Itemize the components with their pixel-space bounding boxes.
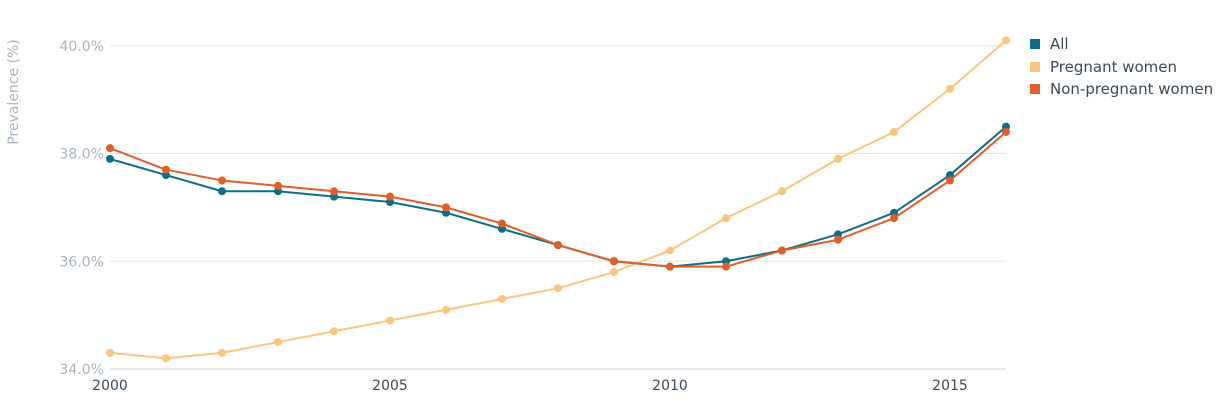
data-point [442, 305, 450, 314]
data-point [162, 354, 170, 363]
y-tick-label: 34.0% [60, 362, 104, 378]
series-non-pregnant-women [106, 127, 1010, 271]
data-point [218, 187, 226, 196]
data-point [386, 192, 394, 201]
legend-label-non-pregnant-women: Non-pregnant women [1050, 80, 1214, 99]
series-line [109, 39, 1007, 360]
x-tick-label: 2005 [372, 378, 408, 394]
data-point [330, 327, 338, 336]
data-point [498, 219, 506, 228]
y-tick-label: 38.0% [60, 147, 104, 163]
data-point [778, 246, 786, 255]
legend-item-all[interactable]: All [1030, 33, 1213, 56]
legend-swatch-all [1030, 39, 1040, 50]
y-axis-label: Prevalence (%) [6, 39, 22, 145]
data-point [722, 262, 730, 271]
data-point [778, 187, 786, 196]
data-point [274, 338, 282, 347]
data-point [722, 214, 730, 223]
data-point [834, 154, 842, 163]
legend-item-pregnant-women[interactable]: Pregnant women [1030, 56, 1213, 79]
x-tick-label: 2015 [932, 378, 968, 394]
data-point [666, 262, 674, 271]
legend-label-pregnant-women: Pregnant women [1050, 57, 1178, 76]
data-point [162, 165, 170, 174]
x-tick-label: 2000 [92, 378, 128, 394]
data-point [330, 187, 338, 196]
data-point [106, 348, 114, 357]
data-point [218, 176, 226, 185]
legend: All Pregnant women Non-pregnant women [1030, 33, 1213, 101]
data-point [610, 268, 618, 277]
data-point [890, 127, 898, 136]
data-point [218, 348, 226, 357]
data-point [1002, 127, 1010, 136]
data-point [834, 235, 842, 244]
data-point [554, 241, 562, 250]
data-point [106, 144, 114, 153]
data-point [386, 316, 394, 325]
legend-item-non-pregnant-women[interactable]: Non-pregnant women [1030, 78, 1213, 101]
data-point [442, 203, 450, 212]
data-point [498, 294, 506, 303]
data-point [554, 284, 562, 293]
data-point [610, 257, 618, 266]
data-point [1002, 36, 1010, 45]
data-point [890, 214, 898, 223]
series-pregnant-women [106, 36, 1010, 363]
legend-swatch-pregnant-women [1030, 61, 1040, 72]
y-tick-label: 36.0% [60, 254, 104, 270]
data-point [666, 246, 674, 255]
data-point [274, 181, 282, 190]
legend-swatch-non-pregnant-women [1030, 84, 1040, 95]
y-tick-label: 40.0% [60, 39, 104, 55]
data-point [106, 154, 114, 163]
data-point [946, 84, 954, 93]
x-tick-label: 2010 [652, 378, 688, 394]
data-point [946, 176, 954, 185]
legend-label-all: All [1050, 35, 1069, 54]
